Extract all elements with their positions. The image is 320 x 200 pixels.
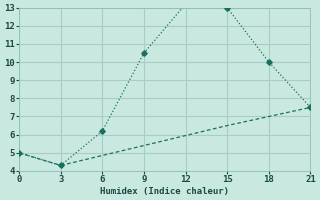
X-axis label: Humidex (Indice chaleur): Humidex (Indice chaleur) bbox=[100, 187, 229, 196]
